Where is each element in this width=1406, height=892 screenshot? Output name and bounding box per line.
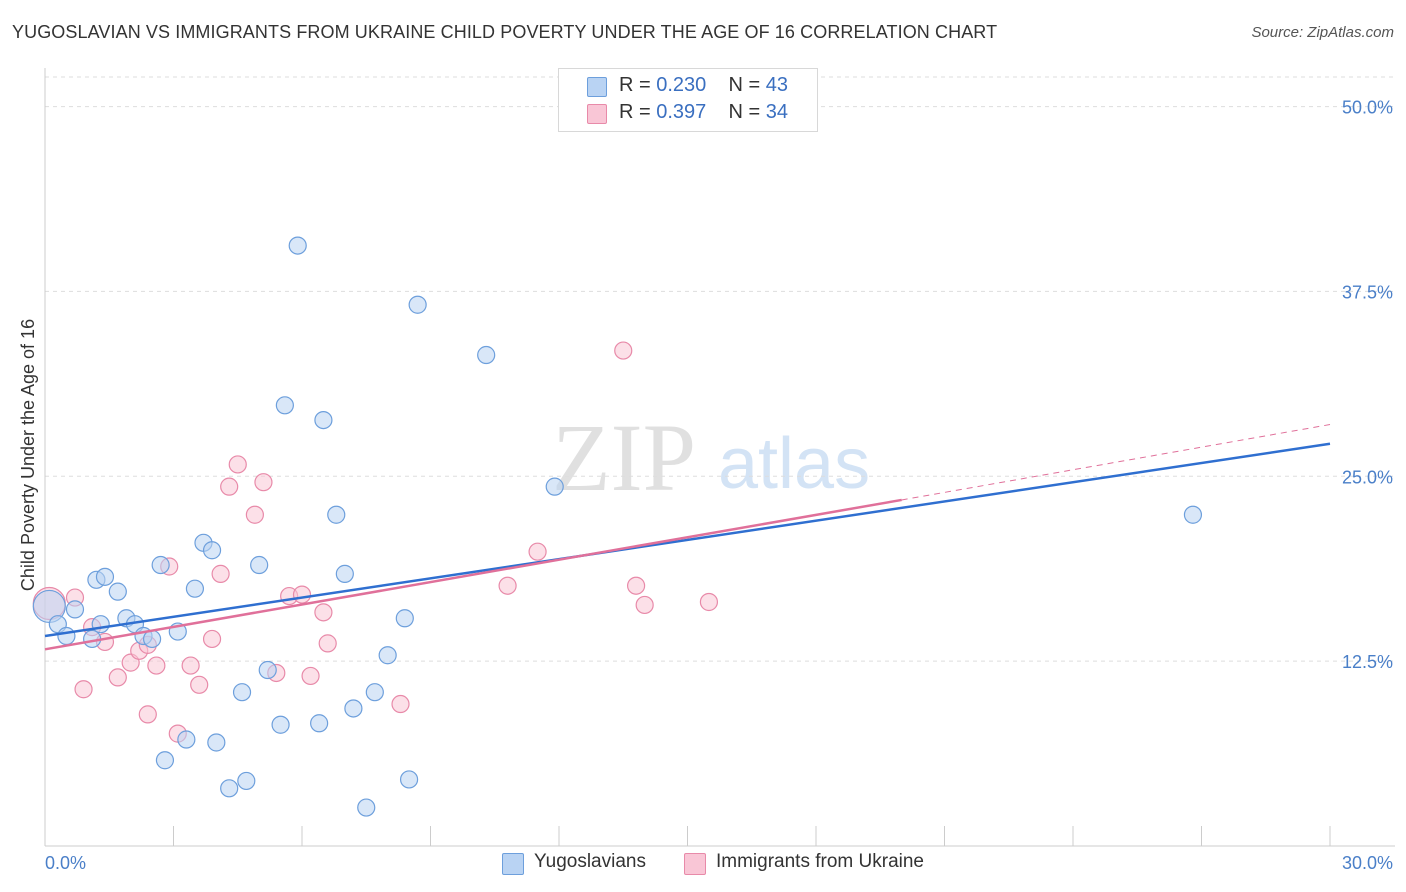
yugoslavian-point <box>357 798 376 817</box>
ukraine-point <box>228 455 247 474</box>
y-tick-label: 25.0% <box>1342 467 1393 487</box>
ukraine-point <box>626 576 646 595</box>
ukraine-point <box>498 576 517 595</box>
yugoslavian-point <box>237 771 256 791</box>
yugoslavian-point <box>477 345 496 365</box>
yugoslavian-point <box>395 609 414 628</box>
series-legend: Yugoslavians Immigrants from Ukraine <box>0 850 1406 880</box>
ukraine-point <box>528 542 547 561</box>
yugoslavian-point <box>1183 505 1203 524</box>
yugoslavian-point <box>344 699 363 718</box>
x-tick-label: 30.0% <box>1342 853 1393 873</box>
y-tick-label: 37.5% <box>1342 282 1393 302</box>
tick-labels: 12.5% 25.0% 37.5% 50.0% 0.0% 30.0% <box>45 98 1393 873</box>
ukraine-point <box>635 595 654 615</box>
legend-r-value: 0.230 <box>656 74 707 96</box>
yugoslavian-point <box>378 646 397 665</box>
yugoslavian-point <box>271 715 290 734</box>
legend-r-value: 0.397 <box>656 101 707 123</box>
legend-swatch-blue <box>587 77 607 97</box>
ukraine-point <box>190 675 209 694</box>
yugoslavian-point <box>250 555 269 575</box>
watermark-atlas: atlas <box>718 424 870 504</box>
legend-swatch-pink <box>587 104 607 124</box>
zipatlas-watermark: ZIP atlas <box>552 404 870 511</box>
yugoslavian-point <box>314 410 333 430</box>
yugoslavian-point <box>151 555 170 575</box>
yugoslavian-point <box>275 396 294 415</box>
ukraine-point <box>699 592 719 612</box>
ukraine-point <box>220 477 239 496</box>
yugoslavian-points <box>32 236 1203 817</box>
yugoslavian-point <box>91 615 110 634</box>
ukraine-point <box>74 680 93 699</box>
series-swatch-pink <box>684 853 706 875</box>
yugoslavian-point <box>288 236 307 255</box>
yugoslavian-point <box>365 683 384 702</box>
legend-r-label: R = <box>619 74 651 96</box>
ukraine-trendline-extension <box>901 424 1331 501</box>
source-credit: Source: ZipAtlas.com <box>1251 24 1394 41</box>
yugoslavian-point <box>207 733 226 752</box>
series-label-ukraine: Immigrants from Ukraine <box>716 851 924 872</box>
yugoslavian-point <box>399 770 419 789</box>
ukraine-point <box>138 705 157 724</box>
yugoslavian-point <box>232 683 252 702</box>
yugoslavian-point <box>310 714 329 733</box>
ukraine-point <box>314 603 333 622</box>
yugoslavian-point <box>57 626 76 646</box>
yugoslavian-point <box>108 582 127 601</box>
ukraine-point <box>147 656 166 675</box>
legend-n-value: 43 <box>765 74 789 96</box>
ukraine-point <box>254 473 273 492</box>
correlation-legend: R = 0.230 N = 43 R = 0.397 N = 34 <box>558 68 818 132</box>
legend-n-label: N = <box>728 101 761 123</box>
ukraine-point <box>301 666 320 686</box>
yugoslavian-point <box>327 505 346 524</box>
yugoslavian-point <box>185 579 205 598</box>
yugoslavian-point <box>202 541 222 560</box>
ukraine-points <box>32 341 719 743</box>
ukraine-point <box>318 634 337 653</box>
ukraine-point <box>292 585 312 604</box>
ukraine-point <box>202 629 222 649</box>
series-label-yugoslavians: Yugoslavians <box>534 851 646 872</box>
y-tick-label: 12.5% <box>1342 652 1393 672</box>
ukraine-point <box>181 656 200 675</box>
yugoslavian-point <box>142 629 162 649</box>
yugoslavian-point <box>408 295 427 314</box>
legend-n-label: N = <box>728 74 761 96</box>
series-swatch-blue <box>502 853 524 875</box>
legend-r-label: R = <box>619 101 651 123</box>
gridlines <box>45 76 1395 662</box>
watermark-zip: ZIP <box>552 404 696 511</box>
axes <box>44 68 1395 847</box>
ukraine-trendline <box>44 498 902 651</box>
x-tick-label: 0.0% <box>45 853 86 873</box>
ukraine-point <box>211 564 230 583</box>
y-axis-label: Child Poverty Under the Age of 16 <box>18 319 38 591</box>
yugoslavian-point <box>335 564 354 583</box>
y-tick-label: 50.0% <box>1342 98 1393 118</box>
yugoslavian-point <box>155 751 175 770</box>
trend-lines <box>44 424 1331 651</box>
legend-n-value: 34 <box>765 101 789 123</box>
yugoslavian-point <box>95 567 115 586</box>
ukraine-point <box>245 505 264 524</box>
ukraine-point <box>391 694 410 714</box>
yugoslavian-point <box>545 477 564 496</box>
yugoslavian-point <box>65 600 85 619</box>
chart-title: YUGOSLAVIAN VS IMMIGRANTS FROM UKRAINE C… <box>12 22 998 42</box>
yugoslavian-point <box>258 660 277 680</box>
ukraine-point <box>614 341 633 360</box>
ukraine-point <box>108 668 127 687</box>
yugoslavian-point <box>220 779 239 798</box>
yugoslavian-point <box>177 730 196 749</box>
yugoslavian-trendline <box>44 442 1331 638</box>
